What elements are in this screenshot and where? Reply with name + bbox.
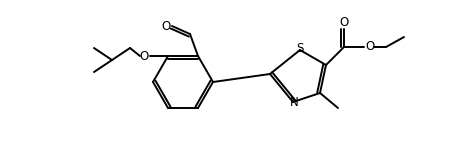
Text: O: O [339, 15, 348, 28]
Text: O: O [364, 40, 374, 54]
Text: O: O [139, 50, 148, 63]
Text: N: N [289, 96, 298, 110]
Text: O: O [161, 20, 170, 33]
Text: S: S [296, 42, 303, 56]
